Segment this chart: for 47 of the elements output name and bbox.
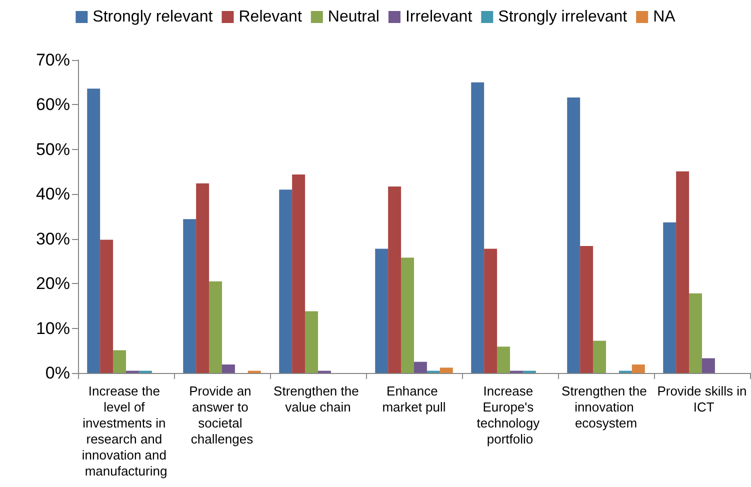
x-tick-label: Increase Europe's technology portfolio: [476, 384, 544, 446]
legend-label: Irrelevant: [405, 8, 473, 26]
y-tick-label: 0%: [45, 364, 70, 382]
bar: [305, 311, 318, 373]
legend-label: Neutral: [328, 8, 380, 26]
x-tick-label: Provide skills in ICT: [657, 384, 747, 414]
x-tick-label: Strengthen the innovation ecosystem: [562, 384, 650, 430]
legend-label: NA: [653, 8, 676, 26]
bar: [183, 219, 196, 373]
bar: [196, 183, 210, 373]
x-tick-label: Strengthen the value chain: [274, 384, 362, 414]
bar: [580, 246, 594, 373]
bar: [440, 368, 453, 373]
y-tick-label: 50%: [36, 140, 70, 159]
bar: [401, 258, 414, 373]
bar: [702, 358, 715, 373]
bar: [292, 174, 306, 373]
legend-label: Strongly irrelevant: [498, 8, 628, 26]
bar: [113, 350, 126, 373]
x-tick-label: Enhance market pull: [382, 384, 446, 414]
y-tick-label: 40%: [36, 184, 70, 204]
bar: [676, 171, 690, 373]
y-tick-label: 60%: [36, 95, 70, 114]
y-tick-label: 10%: [36, 318, 70, 338]
bar: [87, 88, 100, 373]
bar: [375, 248, 388, 373]
bar: [388, 186, 402, 373]
y-tick-label: 30%: [36, 229, 70, 248]
bar: [632, 364, 645, 373]
bar: [279, 190, 292, 373]
y-tick-label: 20%: [36, 274, 70, 294]
y-tick-label: 70%: [36, 50, 70, 70]
legend-label: Strongly relevant: [92, 8, 214, 26]
bar: [100, 240, 114, 373]
bar: [209, 281, 222, 373]
bar: [593, 340, 606, 373]
bar: [689, 293, 702, 373]
bar: [471, 82, 484, 373]
bar: [414, 362, 427, 373]
bar: [497, 346, 510, 373]
x-tick-label: Provide an answer to societal challenges: [189, 384, 255, 446]
bar: [484, 248, 498, 373]
x-tick-label: Increase the level of investments in research and innovation and manufacturing: [82, 384, 170, 478]
bar: [567, 98, 580, 373]
bar: [222, 364, 235, 373]
legend-label: Relevant: [238, 8, 302, 26]
bar: [663, 222, 676, 373]
